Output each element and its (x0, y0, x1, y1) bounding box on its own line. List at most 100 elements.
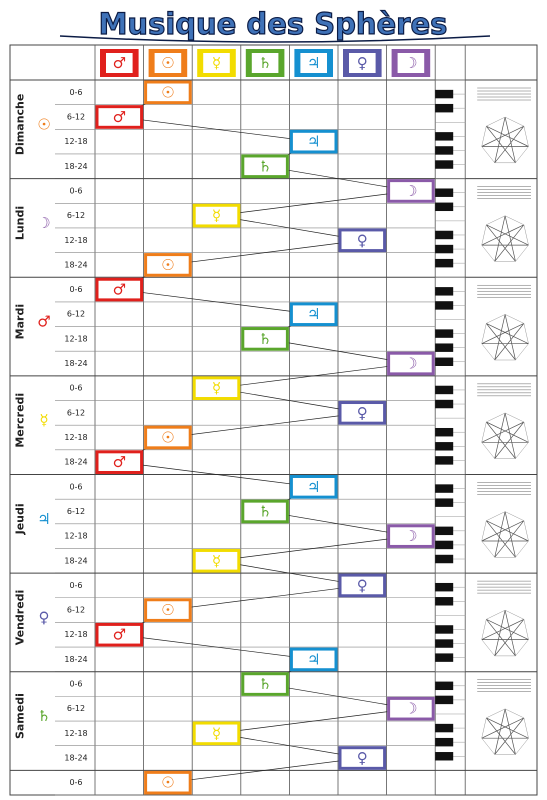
time-label: 12-18 (64, 729, 87, 738)
time-label: 6-12 (67, 606, 85, 615)
time-label: 12-18 (64, 137, 87, 146)
piano-black-key (435, 146, 454, 155)
piano-black-key (435, 752, 454, 761)
header-symbol: ☉ (161, 54, 174, 72)
planet-box (241, 154, 289, 179)
planet-box (241, 672, 289, 696)
piano-black-key (435, 103, 454, 113)
planet-symbol: ☽ (404, 527, 417, 545)
heptagram (481, 511, 529, 558)
link-line (216, 733, 363, 759)
day-name: Dimanche (14, 94, 27, 155)
planet-box (144, 80, 192, 105)
header-box-inner (349, 53, 376, 73)
planet-symbol: ♀ (357, 404, 368, 422)
planet-symbol: ♀ (357, 231, 368, 249)
header-symbol: ♃ (307, 54, 320, 72)
header-box-inner (397, 53, 425, 73)
grid: ♂ ☉ ☿ ♄ ♃ ♀ ☽ ☉ Dimanche 0-6 6-12 12-18 18-24 ☽ Lundi 0… (9, 44, 538, 796)
time-label: 18-24 (64, 260, 87, 269)
planet-symbol: ☉ (161, 601, 174, 619)
piano-black-key (435, 385, 454, 395)
heptagram (481, 610, 529, 657)
planet-symbol: ♂ (113, 281, 126, 299)
planet-box (338, 401, 387, 425)
link-line (167, 757, 363, 784)
link-line (216, 190, 411, 216)
time-label: 18-24 (64, 458, 87, 467)
link-line (167, 585, 363, 611)
planet-box (289, 129, 338, 154)
title: Musique des Sphères (99, 7, 448, 41)
header-box-inner (203, 53, 230, 73)
planet-box (192, 721, 241, 746)
link-line (216, 560, 363, 586)
header-box-inner (300, 53, 327, 73)
planet-symbol: ♄ (258, 330, 271, 348)
link-line (119, 461, 314, 488)
piano-black-key (435, 737, 454, 747)
piano-black-key (435, 442, 454, 451)
title-swoosh (59, 35, 491, 43)
piano-black-key (435, 526, 454, 536)
piano-black-key (435, 202, 454, 212)
day-symbol: ♃ (37, 510, 50, 528)
planet-box (144, 253, 192, 277)
heptagram (481, 215, 529, 262)
piano-black-key (435, 132, 454, 141)
day-symbol: ☉ (37, 115, 50, 133)
piano-black-key (435, 244, 454, 254)
planet-box (338, 228, 387, 253)
day-name: Mercredi (14, 393, 27, 448)
time-label: 12-18 (64, 630, 87, 639)
planet-symbol: ☿ (212, 724, 221, 742)
planet-box (95, 450, 144, 474)
planet-box (338, 573, 387, 598)
piano-black-key (435, 258, 454, 268)
piano-black-key (435, 582, 454, 592)
planet-box (144, 425, 192, 450)
time-label: 18-24 (64, 754, 87, 763)
planet-symbol: ♀ (357, 749, 368, 767)
time-label: 6-12 (67, 211, 85, 220)
time-label: 0-6 (69, 285, 82, 294)
time-label: 6-12 (67, 704, 85, 713)
heptagram (481, 117, 529, 164)
time-label: 0-6 (69, 186, 82, 195)
day-symbol: ☽ (37, 214, 50, 232)
day-name: Jeudi (14, 503, 27, 535)
day-symbol: ♀ (39, 608, 50, 626)
piano-black-key (435, 625, 454, 634)
piano-black-key (435, 160, 454, 169)
planet-box (192, 376, 241, 401)
planet-symbol: ♃ (307, 650, 320, 668)
planet-box (387, 351, 435, 376)
planet-box (241, 499, 289, 524)
piano-black-key (435, 554, 454, 564)
piano-black-key (435, 681, 454, 691)
piano-black-key (435, 695, 454, 705)
piano-black-key (435, 343, 454, 352)
piano-black-key (435, 653, 454, 662)
day-symbol: ♄ (37, 707, 50, 725)
link-line (167, 239, 363, 266)
heptagon (481, 708, 529, 755)
header-box-inner (106, 53, 133, 73)
planet-symbol: ♄ (258, 502, 271, 520)
planet-box (289, 302, 338, 327)
link-line (167, 412, 363, 438)
link-line (216, 387, 363, 414)
link-line (216, 708, 411, 734)
planet-symbol: ♃ (307, 305, 320, 323)
piano-black-key (435, 427, 454, 437)
heptagon (481, 511, 529, 558)
heptagon (481, 116, 529, 164)
link-line (119, 116, 314, 142)
heptagon (481, 609, 529, 657)
link-line (216, 215, 363, 241)
planet-symbol: ☉ (161, 429, 174, 447)
link-line (216, 363, 411, 389)
planet-box (241, 327, 289, 351)
planet-box (289, 647, 338, 672)
